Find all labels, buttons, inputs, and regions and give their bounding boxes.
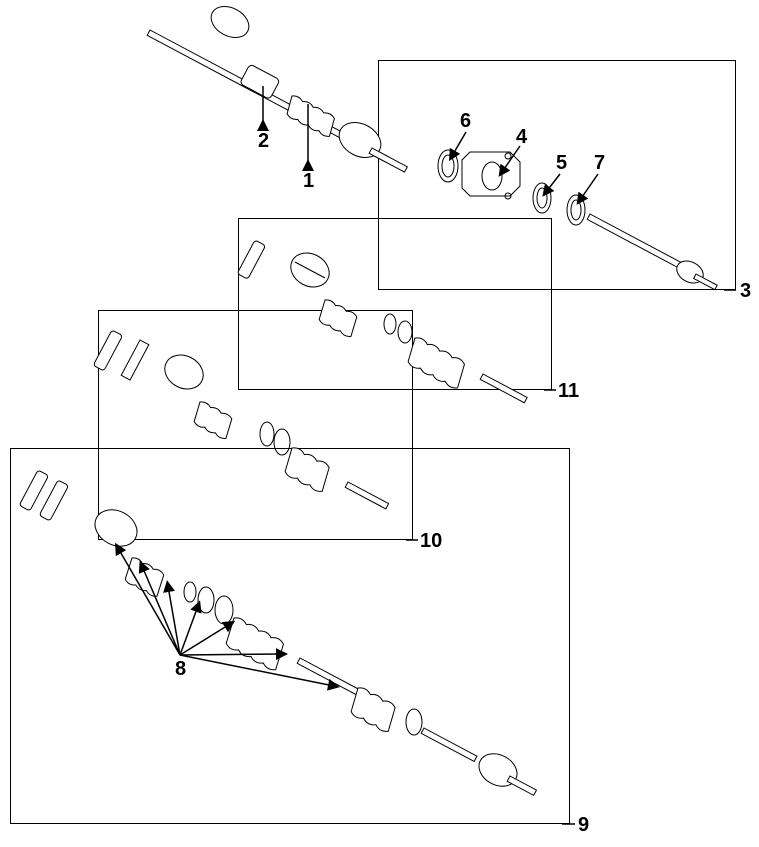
intermediate-shaft-group (438, 150, 717, 290)
callout-3: 3 (740, 280, 751, 303)
kit-group-10 (93, 330, 388, 509)
callout-6: 6 (460, 110, 471, 133)
callout-8: 8 (175, 658, 186, 681)
kit-group-11 (237, 240, 527, 403)
callout-11: 11 (558, 380, 579, 403)
diagram-stage: 1 2 3 4 5 6 7 8 9 10 11 (0, 0, 759, 847)
callout-5: 5 (556, 152, 567, 175)
callout-9: 9 (578, 814, 589, 837)
callout-4: 4 (516, 126, 527, 149)
leaders (118, 86, 736, 824)
callout-2: 2 (258, 130, 269, 153)
callout-10: 10 (420, 530, 442, 553)
kit-group-9 (19, 470, 536, 795)
parts-layer (0, 0, 759, 847)
callout-1: 1 (303, 170, 314, 193)
callout-7: 7 (594, 152, 605, 175)
axle-assembly-top (147, 0, 407, 172)
